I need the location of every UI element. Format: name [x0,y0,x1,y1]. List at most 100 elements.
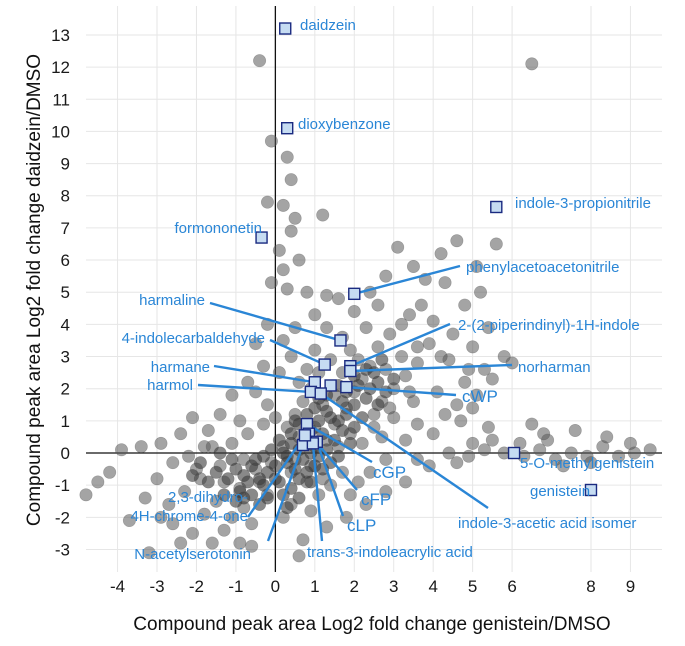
data-point [213,446,227,460]
annotation-label: dioxybenzone [298,116,391,133]
data-point [142,546,156,560]
annotation-label: 5-O-methylgenistein [520,455,654,472]
data-point [489,237,503,251]
x-tick-label: 3 [389,577,398,596]
data-point [462,449,476,463]
data-point [359,497,373,511]
data-point [584,456,598,470]
data-point [410,417,424,431]
leader-line [346,385,457,397]
annotation-label: norharman [518,359,591,376]
annotation-line: 5-O-methylgenistein [520,455,654,472]
data-point [233,414,247,428]
data-point [213,407,227,421]
data-point [186,526,200,540]
data-point [197,507,211,521]
data-point [292,491,306,505]
annotation-label: cLP [347,516,376,535]
data-point [458,375,472,389]
data-point [296,395,310,409]
y-tick-label: 7 [61,219,70,238]
data-point [245,539,259,553]
y-tick-label: 9 [61,155,70,174]
annotation-label: harmaline [139,292,205,309]
data-point [466,340,480,354]
data-point [276,198,290,212]
highlight-point [324,379,337,392]
data-point [438,407,452,421]
annotation-label: 2-(2-piperindinyl)-1H-indole [458,317,640,334]
data-point [347,398,361,412]
data-point [466,436,480,450]
data-point [174,536,188,550]
annotation-leaders [197,264,513,542]
leader-line [350,363,513,373]
x-tick-label: 1 [310,577,319,596]
data-point [406,259,420,273]
data-point [316,208,330,222]
data-point [600,430,614,444]
data-point [564,446,578,460]
data-point [454,414,468,428]
data-point [225,452,239,466]
data-point [296,533,310,547]
highlight-point [281,122,294,135]
data-point [292,253,306,267]
data-point [115,443,129,457]
data-point [217,488,231,502]
annotation-label: cGP [373,463,406,482]
data-point [320,404,334,418]
y-tick-label: 13 [51,26,70,45]
annotation-line: 4-indolecarbaldehyde [122,330,265,347]
data-point [300,285,314,299]
highlight-point [334,334,347,347]
data-point [379,385,393,399]
highlight-point [306,437,320,450]
x-tick-label: -3 [149,577,164,596]
data-point [387,372,401,386]
data-point [477,443,491,457]
x-tick-label: 5 [468,577,477,596]
data-point [537,427,551,441]
annotation-line: indole-3-acetic acid isomer [458,515,636,532]
data-point [481,420,495,434]
data-point [331,292,345,306]
leader-line [247,434,306,518]
data-point [426,314,440,328]
data-point [237,491,251,505]
y-tick-label: 5 [61,283,70,302]
leader-line [213,364,316,384]
annotation-label: harmane [151,359,210,376]
annotation-line: harmane [151,359,210,376]
data-point [363,465,377,479]
data-point [304,504,318,518]
x-tick-label: 6 [507,577,516,596]
data-point [414,298,428,312]
annotation-line: cFP [361,490,391,509]
data-point [284,427,298,441]
data-point [320,288,334,302]
leader-line [311,443,324,542]
leader-line [306,423,373,464]
data-point [249,452,263,466]
data-point [367,420,381,434]
data-point [150,472,164,486]
data-point [264,134,278,148]
data-point [450,398,464,412]
data-point [525,57,539,71]
annotation-line: harmol [147,377,193,394]
annotation-line: norharman [518,359,591,376]
data-point [442,446,456,460]
y-tick-label: 0 [61,444,70,463]
data-point [320,520,334,534]
data-points [79,54,657,563]
highlighted-points [255,22,598,497]
data-point [466,401,480,415]
data-point [351,475,365,489]
annotation-label: phenylacetoacetonitrile [466,259,619,276]
leader-line [197,383,311,394]
highlight-point [279,22,292,35]
data-point [292,549,306,563]
x-tick-label: 0 [271,577,280,596]
annotation-line: indole-3-propionitrile [515,195,651,212]
